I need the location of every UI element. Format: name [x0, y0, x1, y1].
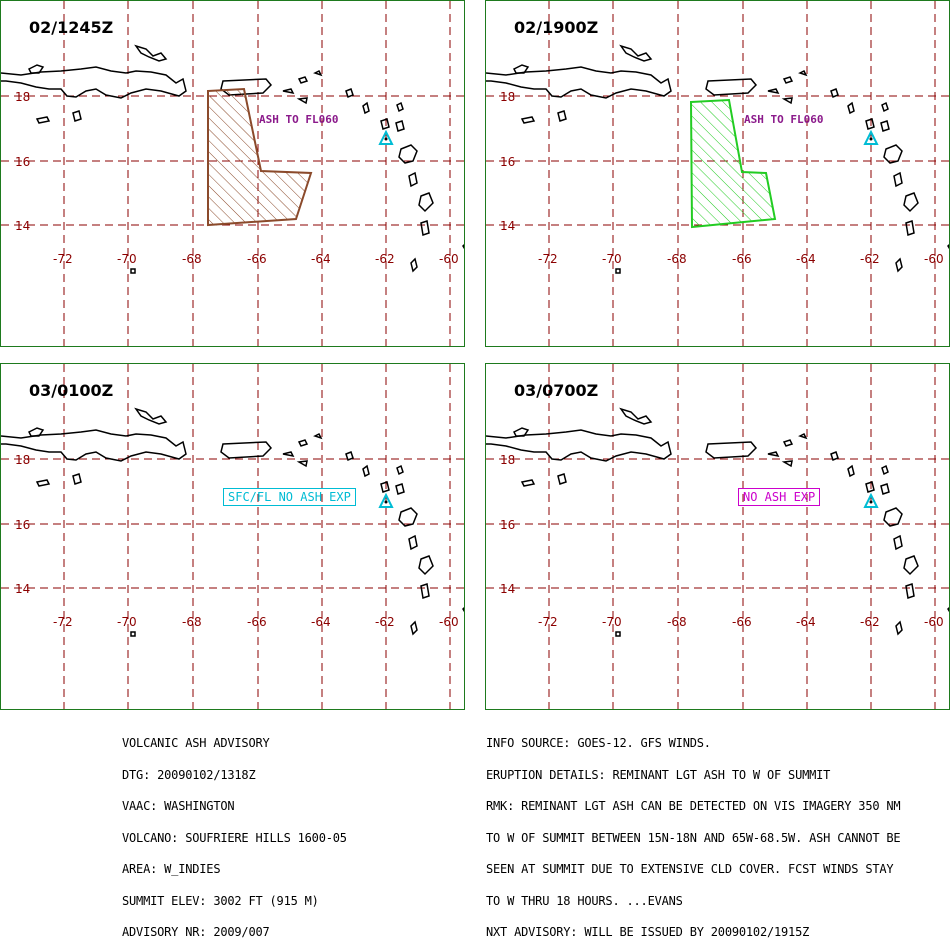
ash-label: ASH TO FL060 — [744, 113, 824, 126]
lat-label: 18 — [15, 90, 30, 104]
ash-polygon-layer — [207, 87, 313, 227]
lon-label: -72 — [53, 252, 73, 266]
lon-label: -72 — [53, 615, 73, 629]
lon-label: -66 — [732, 615, 752, 629]
volcano-marker — [863, 492, 879, 508]
lon-label: -62 — [375, 252, 395, 266]
map-canvas: 18 16 14 -72 -70 -68 -66 -64 -62 -60 — [486, 364, 949, 709]
lat-label: 16 — [500, 155, 515, 169]
lat-label: 16 — [15, 155, 30, 169]
map-panel-4: 18 16 14 -72 -70 -68 -66 -64 -62 -60 03/0700Z NO … — [485, 363, 950, 710]
volcano-marker — [863, 129, 879, 145]
lon-label: -70 — [602, 252, 622, 266]
map-panel-1: 18 16 14 -72 -70 -68 -66 -64 -62 -60 02/1245Z ASH… — [0, 0, 465, 347]
lon-label: -64 — [796, 252, 816, 266]
advisory-line: NXT ADVISORY: WILL BE ISSUED BY 20090102… — [486, 925, 810, 939]
volcano-marker — [378, 129, 394, 145]
lon-label: -70 — [117, 615, 137, 629]
advisory-left-text: VOLCANIC ASH ADVISORY DTG: 20090102/1318… — [122, 717, 347, 948]
ash-polygon — [689, 98, 777, 229]
lon-label: -68 — [182, 615, 202, 629]
lat-label: 16 — [15, 518, 30, 532]
lon-label: -64 — [311, 252, 331, 266]
advisory-line: SUMMIT ELEV: 3002 FT (915 M) — [122, 893, 319, 908]
lon-label: -64 — [311, 615, 331, 629]
lon-label: -60 — [439, 252, 459, 266]
ash-polygon — [207, 87, 313, 227]
ash-polygon-layer — [689, 98, 777, 229]
panel-title: 02/1900Z — [514, 18, 599, 37]
lat-label: 18 — [15, 453, 30, 467]
lon-label: -62 — [375, 615, 395, 629]
lon-label: -60 — [924, 252, 944, 266]
advisory-line: TO W THRU 18 HOURS. ...EVANS — [486, 893, 683, 908]
volcano-marker — [378, 492, 394, 508]
ash-label: ASH TO FL060 — [259, 113, 339, 126]
lon-label: -70 — [602, 615, 622, 629]
panel-title: 02/1245Z — [29, 18, 114, 37]
lon-label: -68 — [182, 252, 202, 266]
map-canvas: 18 16 14 -72 -70 -68 -66 -64 -62 -60 — [1, 1, 464, 346]
advisory-right-text: INFO SOURCE: GOES-12. GFS WINDS. ERUPTIO… — [486, 717, 901, 948]
map-panel-2: 18 16 14 -72 -70 -68 -66 -64 -62 -60 02/1900Z ASH… — [485, 0, 950, 347]
advisory-line: INFO SOURCE: GOES-12. GFS WINDS. — [486, 736, 711, 750]
lon-label: -66 — [732, 252, 752, 266]
advisory-line: VOLCANIC ASH ADVISORY — [122, 736, 270, 750]
map-canvas: 18 16 14 -72 -70 -68 -66 -64 -62 -60 — [486, 1, 949, 346]
advisory-line: VOLCANO: SOUFRIERE HILLS 1600-05 — [122, 830, 347, 845]
lon-label: -72 — [538, 615, 558, 629]
lat-label: 18 — [500, 453, 515, 467]
lat-label: 16 — [500, 518, 515, 532]
lat-label: 14 — [15, 582, 30, 596]
lon-label: -62 — [860, 252, 880, 266]
advisory-line: AREA: W_INDIES — [122, 862, 221, 876]
lon-label: -68 — [667, 615, 687, 629]
lat-label: 14 — [500, 582, 515, 596]
advisory-line: ADVISORY NR: 2009/007 — [122, 925, 270, 939]
advisory-line: TO W OF SUMMIT BETWEEN 15N-18N AND 65W-6… — [486, 830, 901, 845]
no-ash-label: NO ASH EXP — [738, 488, 821, 506]
lat-label: 18 — [500, 90, 515, 104]
lon-label: -60 — [924, 615, 944, 629]
advisory-line: DTG: 20090102/1318Z — [122, 767, 256, 782]
lon-label: -60 — [439, 615, 459, 629]
lon-label: -70 — [117, 252, 137, 266]
map-canvas: 18 16 14 -72 -70 -68 -66 -64 -62 -60 — [1, 364, 464, 709]
lat-label: 14 — [15, 219, 30, 233]
lat-label: 14 — [500, 219, 515, 233]
lon-label: -68 — [667, 252, 687, 266]
map-panel-3: 18 16 14 -72 -70 -68 -66 -64 -62 -60 03/0100Z SFC… — [0, 363, 465, 710]
lon-label: -66 — [247, 252, 267, 266]
advisory-line: SEEN AT SUMMIT DUE TO EXTENSIVE CLD COVE… — [486, 862, 894, 876]
lon-label: -66 — [247, 615, 267, 629]
advisory-line: VAAC: WASHINGTON — [122, 799, 235, 813]
advisory-line: ERUPTION DETAILS: REMINANT LGT ASH TO W … — [486, 767, 831, 782]
panel-title: 03/0700Z — [514, 381, 599, 400]
advisory-line: RMK: REMINANT LGT ASH CAN BE DETECTED ON… — [486, 799, 901, 813]
panel-title: 03/0100Z — [29, 381, 114, 400]
lon-label: -64 — [796, 615, 816, 629]
lon-label: -72 — [538, 252, 558, 266]
lon-label: -62 — [860, 615, 880, 629]
no-ash-label: SFC/FL NO ASH EXP — [223, 488, 356, 506]
